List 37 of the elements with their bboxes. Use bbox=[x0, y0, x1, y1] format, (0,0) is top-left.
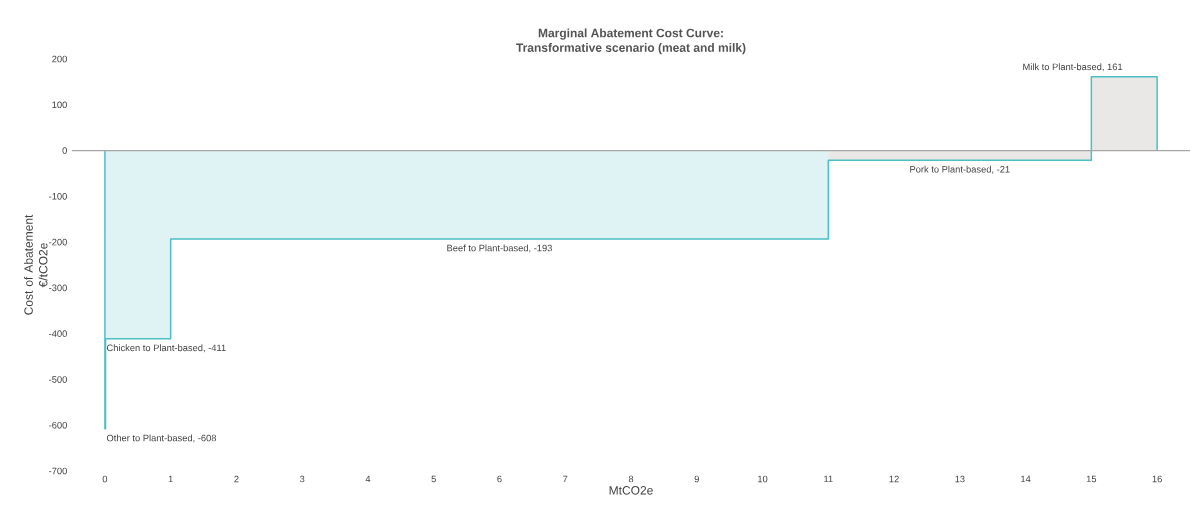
x-tick-label: 3 bbox=[299, 475, 305, 483]
chart-subtitle: Transformative scenario (meat and milk) bbox=[516, 43, 746, 55]
annotation: Beef to Plant-based, -193 bbox=[447, 244, 552, 253]
y-tick-label: -100 bbox=[49, 193, 67, 200]
y-tick-label: 200 bbox=[52, 55, 67, 63]
y-tick-label: 100 bbox=[52, 101, 67, 109]
y-tick-label: -500 bbox=[49, 376, 67, 383]
x-tick-label: 13 bbox=[955, 475, 965, 483]
x-tick-label: 6 bbox=[497, 475, 502, 483]
chart-title: Marginal Abatement Cost Curve: bbox=[538, 28, 723, 40]
x-axis-title: MtCO2e bbox=[609, 486, 653, 495]
annotation: Chicken to Plant-based, -411 bbox=[106, 344, 226, 353]
y-tick-label: -300 bbox=[49, 284, 67, 292]
x-tick-label: 0 bbox=[102, 475, 108, 483]
x-tick-label: 2 bbox=[234, 475, 239, 483]
annotation: Other to Plant-based, -608 bbox=[106, 434, 217, 443]
x-tick-label: 15 bbox=[1086, 475, 1097, 483]
x-tick-label: 11 bbox=[824, 475, 833, 483]
x-tick-label: 7 bbox=[563, 475, 568, 483]
x-tick-label: 9 bbox=[694, 475, 699, 483]
x-tick-label: 8 bbox=[628, 475, 634, 483]
y-tick-label: 0 bbox=[62, 147, 67, 154]
x-tick-label: 4 bbox=[365, 475, 371, 483]
x-tick-label: 1 bbox=[168, 475, 173, 483]
y-tick-label: -700 bbox=[49, 467, 67, 475]
y-tick-label: -600 bbox=[49, 421, 67, 429]
x-tick-label: 10 bbox=[758, 475, 768, 483]
x-tick-label: 12 bbox=[889, 475, 899, 483]
x-tick-label: 5 bbox=[431, 475, 436, 483]
line-series bbox=[104, 76, 1158, 430]
x-tick-label: 14 bbox=[1021, 475, 1031, 483]
annotation: Milk to Plant-based, 161 bbox=[1023, 63, 1123, 72]
y-tick-label: -200 bbox=[49, 238, 67, 246]
y-tick-label: -400 bbox=[49, 330, 67, 337]
x-tick-label: 16 bbox=[1152, 475, 1162, 483]
annotation: Pork to Plant-based, -21 bbox=[910, 165, 1010, 174]
y-axis-title: Cost of Abatement €/tCO2e bbox=[23, 214, 48, 315]
